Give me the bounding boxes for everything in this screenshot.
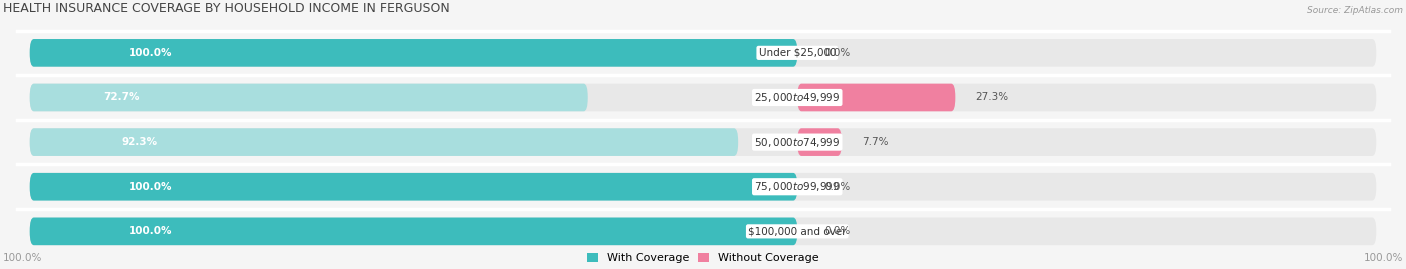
Text: $75,000 to $99,999: $75,000 to $99,999 bbox=[754, 180, 841, 193]
FancyBboxPatch shape bbox=[30, 173, 797, 201]
Text: $100,000 and over: $100,000 and over bbox=[748, 226, 846, 236]
FancyBboxPatch shape bbox=[30, 128, 738, 156]
Text: 27.3%: 27.3% bbox=[976, 93, 1008, 102]
FancyBboxPatch shape bbox=[30, 39, 797, 67]
FancyBboxPatch shape bbox=[30, 173, 1376, 201]
Text: 100.0%: 100.0% bbox=[128, 48, 172, 58]
FancyBboxPatch shape bbox=[30, 84, 1376, 111]
Text: 100.0%: 100.0% bbox=[128, 182, 172, 192]
Text: $25,000 to $49,999: $25,000 to $49,999 bbox=[754, 91, 841, 104]
FancyBboxPatch shape bbox=[797, 84, 955, 111]
FancyBboxPatch shape bbox=[30, 84, 588, 111]
Legend: With Coverage, Without Coverage: With Coverage, Without Coverage bbox=[582, 249, 824, 268]
FancyBboxPatch shape bbox=[797, 128, 842, 156]
Text: Under $25,000: Under $25,000 bbox=[758, 48, 837, 58]
Text: 0.0%: 0.0% bbox=[824, 182, 851, 192]
FancyBboxPatch shape bbox=[30, 218, 1376, 245]
FancyBboxPatch shape bbox=[30, 128, 1376, 156]
Text: 7.7%: 7.7% bbox=[862, 137, 889, 147]
FancyBboxPatch shape bbox=[30, 218, 797, 245]
Text: $50,000 to $74,999: $50,000 to $74,999 bbox=[754, 136, 841, 148]
Text: 100.0%: 100.0% bbox=[1364, 253, 1403, 263]
FancyBboxPatch shape bbox=[30, 39, 1376, 67]
Text: HEALTH INSURANCE COVERAGE BY HOUSEHOLD INCOME IN FERGUSON: HEALTH INSURANCE COVERAGE BY HOUSEHOLD I… bbox=[3, 2, 450, 15]
Text: 72.7%: 72.7% bbox=[104, 93, 141, 102]
Text: 92.3%: 92.3% bbox=[121, 137, 157, 147]
Text: 100.0%: 100.0% bbox=[3, 253, 42, 263]
Text: 100.0%: 100.0% bbox=[128, 226, 172, 236]
Text: 0.0%: 0.0% bbox=[824, 226, 851, 236]
Text: Source: ZipAtlas.com: Source: ZipAtlas.com bbox=[1308, 6, 1403, 15]
Text: 0.0%: 0.0% bbox=[824, 48, 851, 58]
